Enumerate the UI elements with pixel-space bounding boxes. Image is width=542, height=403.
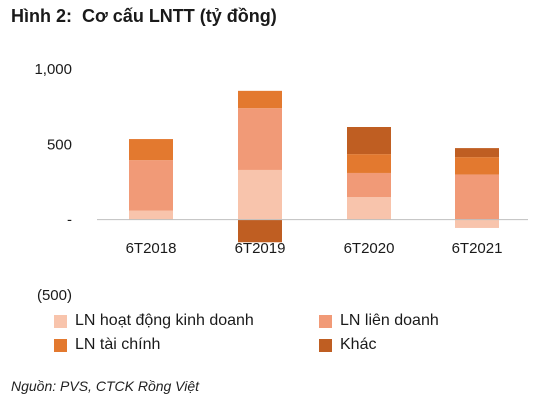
bar-segment: [238, 169, 282, 220]
bar-segment: [347, 197, 391, 220]
bar-segment: [238, 90, 282, 109]
legend-label: LN tài chính: [75, 336, 161, 353]
bar-segment: [347, 172, 391, 198]
y-tick-label: (500): [37, 287, 72, 304]
x-axis-tick-labels: 6T2018 6T2019 6T2020 6T2021: [126, 240, 503, 257]
y-tick-label: 1,000: [34, 61, 72, 78]
bar-segment: [238, 219, 282, 243]
legend-item: LN liên doanh: [319, 312, 519, 330]
y-tick-label: 500: [47, 136, 72, 153]
stacked-bar-chart: 1,000 500 - (500) 6T2018 6T2019 6T2020 6T2021: [34, 61, 528, 304]
legend-swatch: [54, 314, 67, 328]
legend-item: Khác: [319, 336, 519, 354]
bar-series: [129, 90, 499, 243]
legend-swatch: [54, 338, 67, 352]
legend-label: LN liên doanh: [340, 312, 439, 329]
bar-segment: [455, 219, 499, 228]
chart-title: Hình 2: Cơ cấu LNTT (tỷ đồng): [11, 6, 277, 26]
bar-segment: [347, 154, 391, 173]
x-tick-label: 6T2020: [344, 240, 395, 257]
x-tick-label: 6T2018: [126, 240, 177, 257]
legend-swatch: [319, 314, 332, 328]
bar-segment: [129, 160, 173, 211]
source-note: Nguồn: PVS, CTCK Rồng Việt: [11, 378, 200, 394]
legend-swatch: [319, 338, 332, 352]
legend-label: LN hoạt động kinh doanh: [75, 312, 254, 329]
bar-segment: [347, 127, 391, 155]
legend-item: LN hoạt động kinh doanh: [54, 312, 319, 330]
bar-segment: [455, 148, 499, 158]
x-tick-label: 6T2019: [235, 240, 286, 257]
bar-segment: [455, 157, 499, 175]
y-axis-tick-labels: 1,000 500 - (500): [34, 61, 72, 304]
legend-item: LN tài chính: [54, 336, 319, 354]
chart-legend: LN hoạt động kinh doanh LN liên doanh LN t…: [54, 312, 534, 354]
bar-segment: [238, 108, 282, 170]
y-tick-label: -: [67, 212, 72, 229]
bar-segment: [455, 174, 499, 220]
x-tick-label: 6T2021: [452, 240, 503, 257]
bar-segment: [129, 139, 173, 161]
bar-segment: [129, 210, 173, 220]
legend-label: Khác: [340, 336, 377, 353]
